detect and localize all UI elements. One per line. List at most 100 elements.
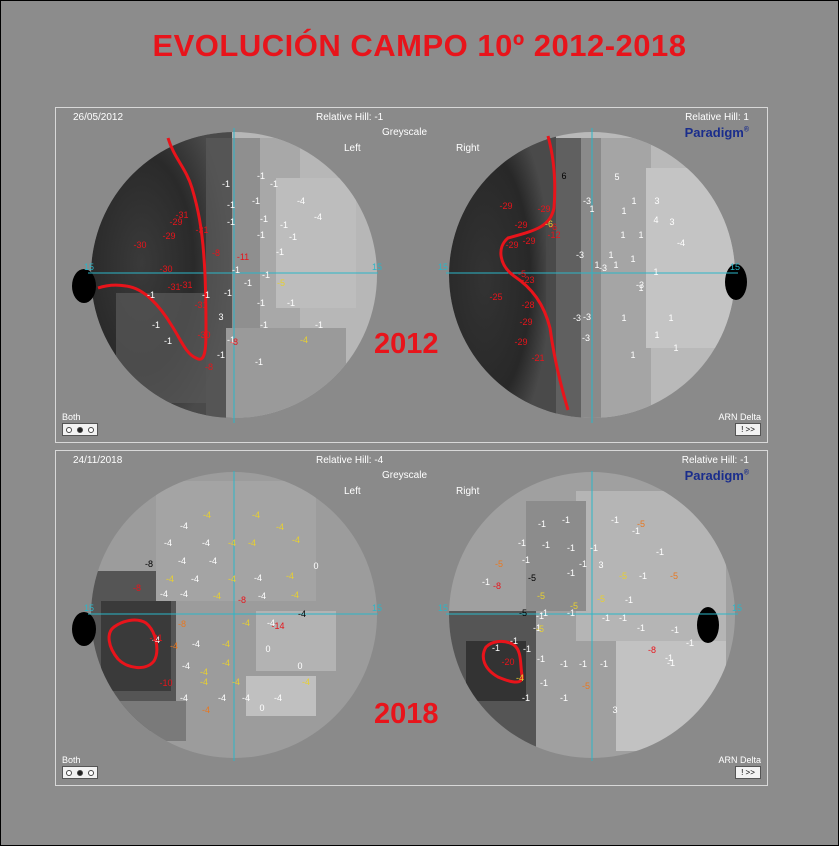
threshold-value: -10: [159, 678, 172, 688]
left-eye-values-2012: -1-1-1-1 -4-1-1-1-4-1-1-1-1-8 -11-1 -1-1 -5-…: [133, 171, 323, 372]
visual-field-panel-2018: 15 15 15 15 -4 -4 -4 -4 -4 -4 -4 -4 -4 -4 -8 -4 -4 -4…: [55, 450, 768, 786]
exam-date: 24/11/2018: [73, 455, 123, 466]
right-defect-boundary-2018: [481, 639, 524, 684]
threshold-value: -4: [242, 618, 250, 628]
exam-date: 26/05/2012: [73, 112, 124, 123]
threshold-value: -5: [518, 269, 526, 279]
threshold-value: -4: [178, 556, 186, 566]
threshold-value: 1: [613, 260, 618, 270]
threshold-value: -20: [501, 657, 514, 667]
threshold-value: -29: [499, 201, 512, 211]
threshold-value: -5: [277, 278, 285, 288]
threshold-value: -4: [180, 693, 188, 703]
threshold-value: -1: [537, 654, 545, 664]
threshold-value: -8: [178, 619, 186, 629]
threshold-value: -31: [194, 300, 207, 310]
threshold-value: 1: [653, 267, 658, 277]
threshold-value: -1: [315, 320, 323, 330]
threshold-value: -1: [252, 196, 260, 206]
radio-right[interactable]: [88, 769, 95, 776]
threshold-value: -1: [202, 290, 210, 300]
threshold-value: -1: [560, 693, 568, 703]
threshold-value: -1: [665, 653, 673, 663]
threshold-value: -5: [495, 559, 503, 569]
threshold-value: -30: [133, 240, 146, 250]
left-blind-spot-2012: [72, 269, 96, 303]
right-eye-values-2018: -1 -1 -1-1-5-1 -1 -1 -1 -1-5 -1 -1 3-1-5-1-1-5 -5-…: [482, 515, 694, 715]
left-defect-boundary-2012: [97, 137, 208, 361]
threshold-value: -5: [597, 594, 605, 604]
radio-left[interactable]: [65, 769, 72, 776]
threshold-value: -4: [170, 641, 178, 651]
threshold-value: -23: [521, 275, 534, 285]
threshold-value: -4: [218, 693, 226, 703]
threshold-value: -8: [133, 583, 141, 593]
threshold-value: -1: [224, 288, 232, 298]
threshold-value: -1: [227, 200, 235, 210]
threshold-value: -31: [167, 282, 180, 292]
threshold-value: -1: [257, 230, 265, 240]
threshold-value: -3: [576, 250, 584, 260]
threshold-value: -1: [522, 555, 530, 565]
threshold-value: -1: [611, 515, 619, 525]
radio-both[interactable]: [76, 769, 83, 776]
threshold-value: -1: [538, 519, 546, 529]
nav-buttons[interactable]: ! >>: [735, 766, 761, 779]
threshold-value: -14: [271, 621, 284, 631]
threshold-value: 1: [630, 350, 635, 360]
threshold-value: -25: [489, 292, 502, 302]
threshold-value: -1: [567, 543, 575, 553]
threshold-value: -4: [182, 661, 190, 671]
threshold-value: -1: [567, 568, 575, 578]
threshold-value: -1: [590, 543, 598, 553]
right-eye-field-2012: [449, 132, 735, 418]
radio-right[interactable]: [88, 426, 95, 433]
threshold-value: -4: [222, 639, 230, 649]
threshold-value: -1: [482, 577, 490, 587]
threshold-value: -6: [549, 222, 557, 232]
threshold-value: -28: [521, 300, 534, 310]
threshold-value: -4: [286, 571, 294, 581]
axes-2018: [88, 471, 738, 761]
threshold-value: -1: [289, 232, 297, 242]
threshold-value: -5: [537, 591, 545, 601]
threshold-value: -3: [583, 312, 591, 322]
threshold-value: 1: [638, 230, 643, 240]
threshold-value: -5: [619, 571, 627, 581]
analysis-mode-label: ARN Delta: [718, 755, 761, 765]
threshold-value: 3: [612, 705, 617, 715]
left-defect-boundary-2018: [107, 618, 159, 669]
threshold-value: 6: [561, 171, 566, 181]
nav-buttons[interactable]: ! >>: [735, 423, 761, 436]
display-mode: Greyscale: [382, 470, 428, 481]
threshold-value: -5: [519, 608, 527, 618]
eye-selector-radio-group[interactable]: [62, 423, 98, 436]
threshold-value: -4: [228, 538, 236, 548]
radio-both[interactable]: [76, 426, 83, 433]
threshold-value: -8: [212, 248, 220, 258]
threshold-value: -1: [222, 179, 230, 189]
axis-label: 15: [732, 603, 742, 613]
threshold-value: -1: [639, 571, 647, 581]
threshold-value: -4: [298, 609, 306, 619]
threshold-value: -3: [582, 333, 590, 343]
threshold-value: -1: [567, 608, 575, 618]
eye-selector-radio-group[interactable]: [62, 766, 98, 779]
threshold-value: 3: [654, 196, 659, 206]
right-blind-spot-2018: [697, 607, 719, 643]
threshold-value: 3: [669, 217, 674, 227]
radio-left[interactable]: [65, 426, 72, 433]
axis-label: 15: [372, 262, 382, 272]
threshold-value: -12: [547, 230, 560, 240]
threshold-value: -1: [227, 335, 235, 345]
threshold-value: -31: [179, 280, 192, 290]
threshold-value: -1: [280, 220, 288, 230]
threshold-value: -4: [291, 590, 299, 600]
threshold-value: -1: [579, 659, 587, 669]
threshold-value: 1: [594, 260, 599, 270]
threshold-value: 1: [668, 313, 673, 323]
threshold-value: -4: [213, 591, 221, 601]
threshold-value: -1: [227, 217, 235, 227]
threshold-value: -1: [260, 320, 268, 330]
threshold-value: -4: [152, 635, 160, 645]
